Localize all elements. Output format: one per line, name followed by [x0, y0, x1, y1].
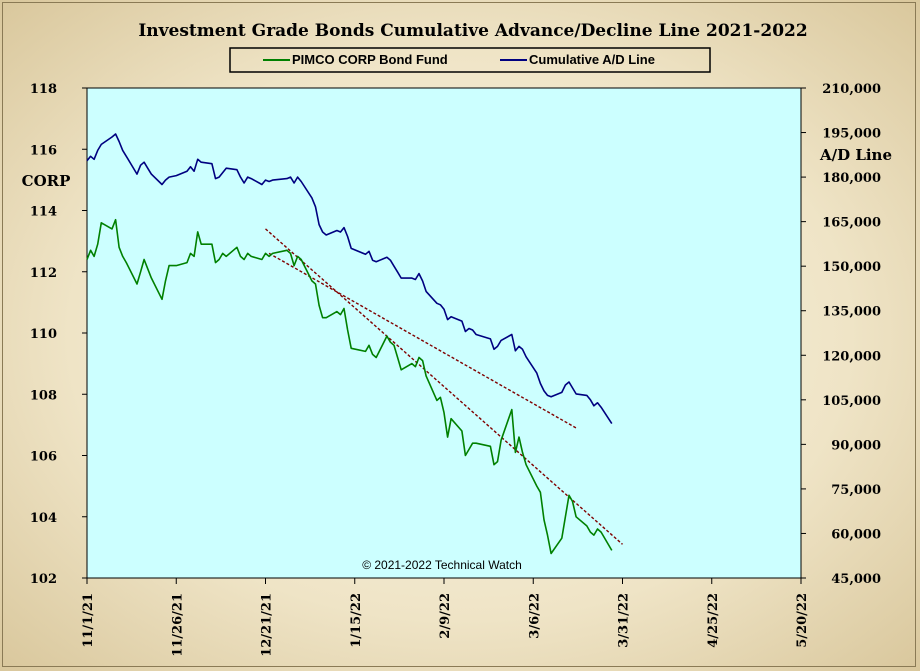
- plot-area: [86, 87, 802, 579]
- chart-title: Investment Grade Bonds Cumulative Advanc…: [138, 21, 807, 41]
- right-tick-label: 60,000: [831, 527, 881, 542]
- left-tick-label: 110: [30, 327, 57, 342]
- left-tick-label: 104: [30, 511, 57, 526]
- left-tick-label: 102: [30, 572, 57, 587]
- x-tick-label: 4/25/22: [706, 593, 721, 648]
- left-axis-label: CORP: [22, 172, 71, 190]
- left-tick-label: 108: [30, 388, 57, 403]
- right-axis-ticks: 45,000 60,000 75,000 90,000 105,000 120,000 13…: [801, 82, 881, 587]
- series-line-ad: [86, 133, 613, 425]
- right-tick-label: 195,000: [822, 127, 881, 142]
- x-tick-label: 1/15/22: [349, 593, 364, 648]
- left-tick-label: 118: [30, 82, 57, 97]
- x-tick-label: 3/31/22: [617, 593, 632, 648]
- right-tick-label: 135,000: [822, 305, 881, 320]
- left-tick-label: 114: [30, 205, 57, 220]
- trendlines: [265, 228, 623, 545]
- x-tick-label: 5/20/22: [795, 593, 810, 648]
- legend: PIMCO CORP Bond Fund Cumulative A/D Line: [229, 47, 711, 73]
- x-tick-label: 11/26/21: [170, 593, 185, 657]
- legend-label-corp: PIMCO CORP Bond Fund: [292, 52, 448, 67]
- trendline: [265, 228, 623, 545]
- x-tick-label: 2/9/22: [438, 593, 453, 639]
- right-tick-label: 210,000: [822, 82, 881, 97]
- right-axis-label: A/D Line: [819, 146, 892, 164]
- right-tick-label: 75,000: [831, 483, 881, 498]
- x-tick-label: 3/6/22: [527, 593, 542, 639]
- left-tick-label: 112: [30, 266, 57, 281]
- right-tick-label: 120,000: [822, 349, 881, 364]
- right-tick-label: 105,000: [822, 394, 881, 409]
- right-tick-label: 180,000: [822, 171, 881, 186]
- left-tick-label: 116: [30, 143, 57, 158]
- legend-box: [229, 47, 711, 73]
- legend-label-ad: Cumulative A/D Line: [529, 52, 655, 67]
- right-tick-label: 165,000: [822, 216, 881, 231]
- left-axis-ticks: 102 104 106 108 110 112 114 116 118: [30, 82, 87, 587]
- x-tick-label: 12/21/21: [260, 593, 275, 657]
- trendline: [268, 252, 577, 429]
- right-tick-label: 45,000: [831, 572, 881, 587]
- series-line-corp: [86, 218, 613, 555]
- x-axis-ticks: 11/1/21 11/26/21 12/21/21 1/15/22 2/9/22 3/6/…: [81, 578, 810, 657]
- x-tick-label: 11/1/21: [81, 593, 96, 648]
- series-lines: [86, 133, 613, 555]
- right-tick-label: 90,000: [831, 438, 881, 453]
- left-tick-label: 106: [30, 450, 57, 465]
- right-tick-label: 150,000: [822, 260, 881, 275]
- copyright-note: © 2021-2022 Technical Watch: [362, 558, 522, 572]
